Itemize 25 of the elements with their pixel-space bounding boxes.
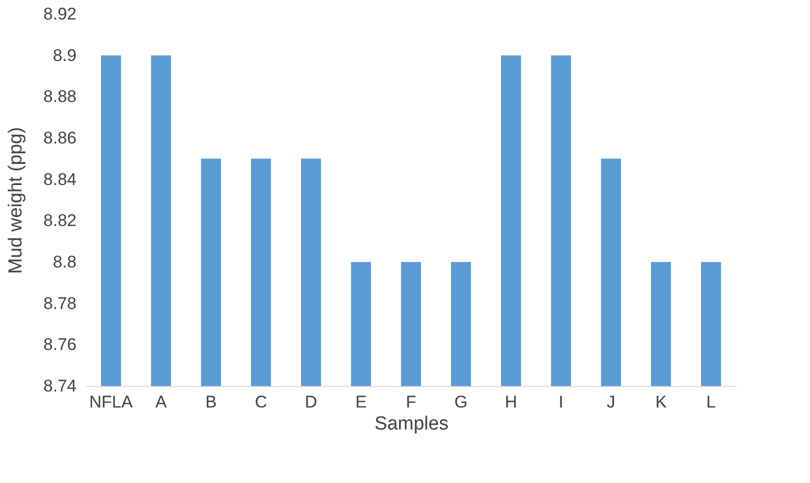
x-tick-label: K (655, 392, 668, 412)
x-tick-label: NFLA (89, 392, 134, 412)
x-tick-label: B (205, 392, 217, 412)
x-tick-label: H (504, 392, 518, 412)
y-tick-label: 8.76 (43, 335, 76, 354)
x-tick-label: F (406, 392, 416, 412)
x-tick-label: I (558, 392, 564, 412)
x-tick-label: L (706, 392, 716, 412)
y-tick-label: 8.88 (43, 87, 76, 106)
y-tick-label: 8.8 (52, 252, 76, 272)
y-tick-label: 8.74 (43, 376, 76, 396)
y-tick-label: 8.9 (52, 46, 76, 65)
x-tick-label: C (254, 392, 268, 412)
y-axis-title: Mud weight (ppg) (5, 127, 26, 274)
x-tick-label: D (304, 392, 318, 412)
y-tick-label: 8.92 (43, 4, 76, 24)
y-tick-label: 8.82 (43, 211, 76, 230)
y-tick-label: 8.84 (43, 170, 76, 189)
x-tick-label: A (155, 392, 168, 412)
x-axis-title: Samples (374, 414, 448, 434)
x-tick-label: J (606, 392, 616, 412)
y-tick-label: 8.78 (43, 294, 76, 313)
y-tick-label: 8.86 (43, 128, 76, 148)
x-tick-label: E (355, 392, 367, 412)
x-tick-label: G (454, 392, 468, 412)
